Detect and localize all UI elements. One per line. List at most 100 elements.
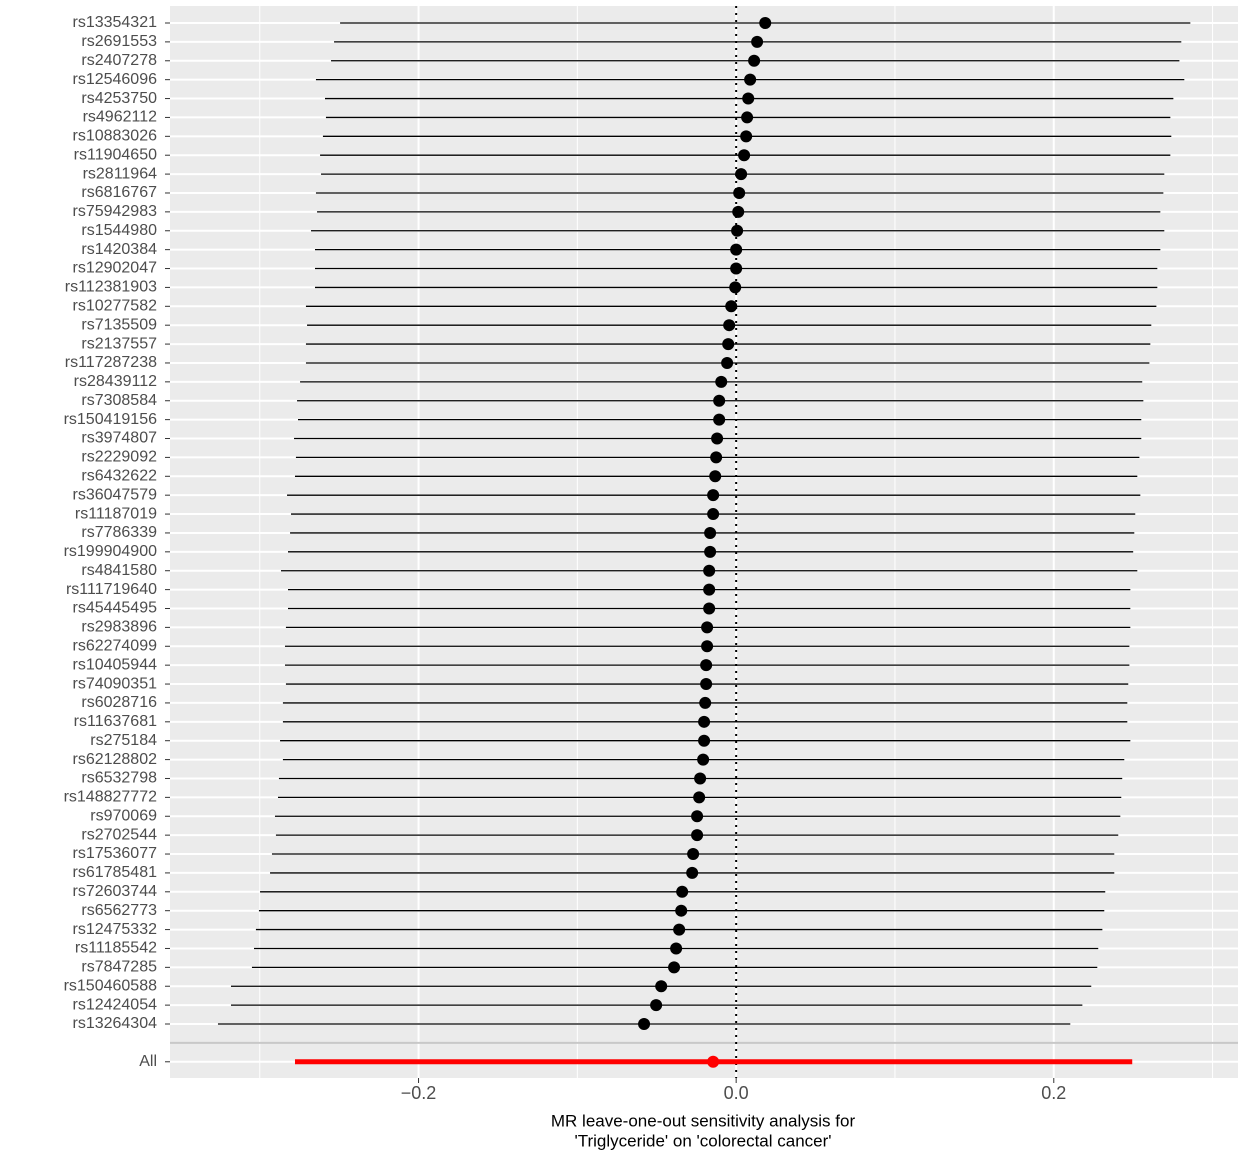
point: [735, 168, 748, 181]
point: [721, 356, 734, 369]
point: [698, 715, 711, 728]
y-tick-label: rs12475332: [72, 921, 157, 938]
point: [700, 678, 713, 691]
point: [759, 17, 772, 29]
y-tick-label: rs11187019: [75, 505, 157, 522]
y-tick-label: rs1420384: [81, 241, 157, 258]
y-tick-label: rs150460588: [64, 977, 158, 994]
y-tick-label: rs6028716: [81, 694, 157, 711]
point: [723, 319, 736, 332]
point: [704, 545, 717, 558]
point: [709, 470, 722, 483]
point: [694, 772, 707, 785]
panel: [170, 6, 1238, 1078]
y-tick-label: rs45445495: [72, 600, 157, 617]
y-tick-label: rs11904650: [74, 146, 157, 163]
y-tick-label: rs275184: [90, 732, 157, 749]
y-tick-label: rs12546096: [72, 71, 157, 88]
y-tick-label: rs117287238: [65, 354, 157, 371]
y-tick-label: rs6562773: [81, 902, 157, 919]
y-tick-label: rs36047579: [72, 486, 157, 503]
y-tick-label: rs7847285: [81, 959, 157, 976]
y-tick-label: rs74090351: [72, 675, 157, 692]
point: [740, 130, 753, 143]
x-axis-label: 'Triglyceride' on 'colorectal cancer': [574, 1131, 831, 1150]
y-tick-label: rs1544980: [81, 222, 157, 239]
point: [655, 980, 668, 993]
point: [703, 602, 716, 615]
point: [730, 262, 743, 275]
point: [707, 508, 720, 521]
point: [668, 961, 681, 974]
point: [673, 923, 686, 936]
y-tick-label: rs10277582: [72, 298, 157, 315]
point: [742, 92, 755, 105]
point: [703, 564, 716, 577]
point: [707, 1055, 720, 1068]
y-tick-label: rs6532798: [81, 770, 157, 787]
y-tick-label: rs12424054: [72, 996, 157, 1013]
point: [751, 35, 764, 48]
point: [687, 848, 700, 861]
y-tick-label: rs970069: [90, 807, 157, 824]
y-tick-label: rs148827772: [64, 789, 158, 806]
y-tick-label: rs3974807: [81, 430, 157, 447]
point: [729, 281, 742, 294]
y-tick-label: rs62274099: [72, 637, 157, 654]
y-tick-label: rs4841580: [81, 562, 157, 579]
y-tick-label: rs72603744: [72, 883, 157, 900]
point: [733, 186, 746, 199]
point: [732, 205, 745, 218]
point: [744, 73, 757, 86]
y-tick-label: rs111719640: [66, 581, 157, 598]
x-tick-label: 0.2: [1041, 1083, 1066, 1103]
y-tick-label: rs2983896: [81, 619, 157, 636]
point: [725, 300, 738, 313]
point: [741, 111, 754, 124]
point: [700, 659, 713, 672]
y-tick-label: rs2407278: [81, 52, 157, 69]
point: [701, 621, 714, 634]
point: [638, 1018, 651, 1031]
point: [686, 866, 699, 879]
x-tick-label: −0.2: [401, 1083, 437, 1103]
y-tick-label: rs7135509: [81, 316, 157, 333]
y-tick-label: rs13354321: [72, 14, 157, 31]
y-tick-label: rs6816767: [81, 184, 157, 201]
point: [731, 224, 744, 237]
y-tick-label: rs17536077: [72, 845, 157, 862]
y-tick-label: rs11637681: [74, 713, 157, 730]
point: [701, 640, 714, 653]
point: [676, 885, 689, 898]
y-tick-label: rs10405944: [72, 656, 157, 673]
y-tick-label: rs2137557: [81, 335, 157, 352]
point: [707, 489, 720, 502]
point: [722, 338, 735, 351]
point: [698, 734, 711, 747]
y-tick-label: rs7308584: [81, 392, 157, 409]
point: [699, 696, 712, 709]
y-tick-label: rs2702544: [81, 826, 157, 843]
point: [704, 526, 717, 539]
y-tick-label: rs28439112: [74, 373, 157, 390]
point: [693, 791, 706, 804]
y-tick-label: rs2229092: [81, 449, 157, 466]
point: [713, 413, 726, 426]
point: [691, 829, 704, 842]
point: [738, 149, 751, 162]
point: [650, 999, 663, 1012]
y-tick-label: rs4253750: [81, 90, 157, 107]
y-tick-label: rs7786339: [81, 524, 157, 541]
x-tick-label: 0.0: [724, 1083, 749, 1103]
point: [697, 753, 710, 766]
point: [713, 394, 726, 407]
point: [703, 583, 716, 596]
y-tick-label: rs199904900: [64, 543, 158, 560]
point: [691, 810, 704, 823]
y-tick-label: rs2811964: [83, 165, 158, 182]
y-tick-label: rs6432622: [81, 468, 157, 485]
y-tick-label: rs61785481: [72, 864, 157, 881]
point: [675, 904, 688, 917]
y-tick-label: rs112381903: [65, 279, 157, 296]
